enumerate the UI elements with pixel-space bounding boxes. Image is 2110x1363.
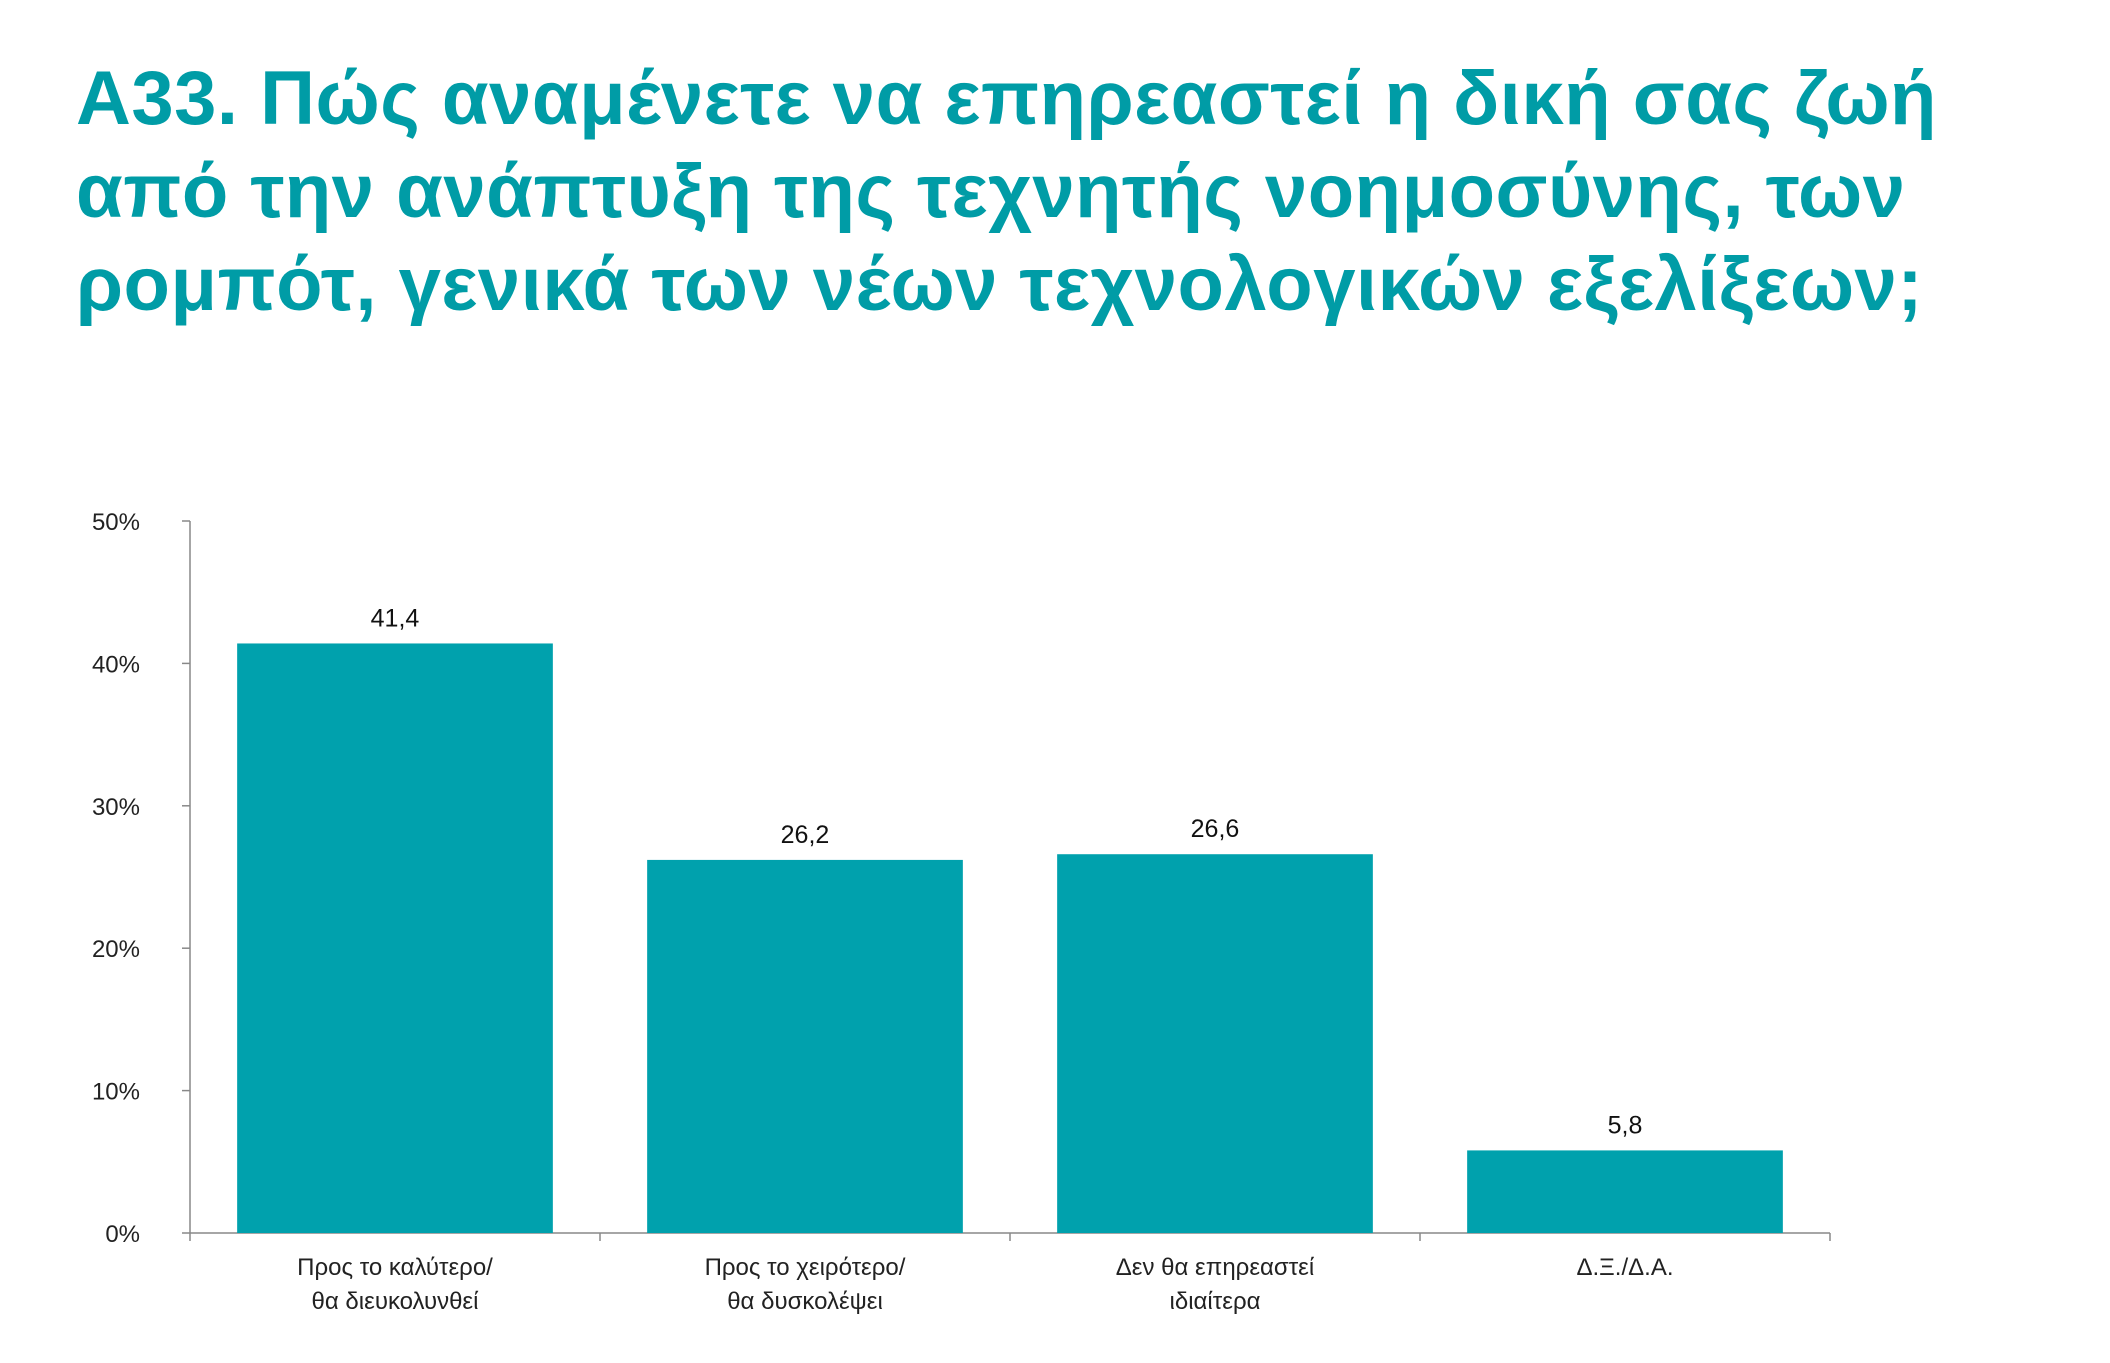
x-category-label: Δ.Ξ./Δ.Α. [1576, 1254, 1673, 1281]
bar-value-label: 5,8 [1608, 1111, 1643, 1139]
bar [1057, 854, 1373, 1233]
x-axis [189, 1232, 1831, 1241]
y-tick-label: 30% [92, 794, 140, 821]
y-tick-label: 40% [92, 651, 140, 678]
category-labels: Προς το καλύτερο/θα διευκολυνθεί Προς το … [297, 1254, 1673, 1315]
y-axis: 0% 10% 20% 30% 40% 50% [92, 509, 191, 1248]
bar-value-label: 26,2 [781, 821, 830, 849]
x-category-label: ιδιαίτερα [1170, 1288, 1261, 1315]
y-tick-label: 20% [92, 936, 140, 963]
bar [647, 859, 963, 1233]
x-category-label: θα διευκολυνθεί [312, 1288, 480, 1315]
title-line-2: από την ανάπτυξη της τεχνητής νοημοσύνης… [76, 149, 1906, 234]
x-category-label: Προς το χειρότερο/ [705, 1254, 906, 1281]
title-line-1: Α33. Πώς αναμένετε να επηρεαστεί η δική … [76, 56, 1937, 141]
bar [1467, 1150, 1783, 1233]
x-category-label: Δεν θα επηρεαστεί [1116, 1254, 1315, 1281]
value-labels: 41,4 26,2 26,6 5,8 [371, 604, 1643, 1139]
bars [237, 643, 1783, 1233]
bar [237, 643, 553, 1233]
y-tick-label: 50% [92, 509, 140, 536]
y-tick-label: 0% [105, 1221, 140, 1248]
page-title: Α33. Πώς αναμένετε να επηρεαστεί η δική … [76, 52, 2066, 331]
bar-value-label: 26,6 [1191, 815, 1240, 843]
y-tick-label: 10% [92, 1079, 140, 1106]
bar-value-label: 41,4 [371, 604, 420, 632]
x-category-label: Προς το καλύτερο/ [297, 1254, 493, 1281]
title-line-3: ρομπότ, γενικά των νέων τεχνολογικών εξε… [76, 242, 1924, 327]
x-category-label: θα δυσκολέψει [727, 1288, 883, 1315]
